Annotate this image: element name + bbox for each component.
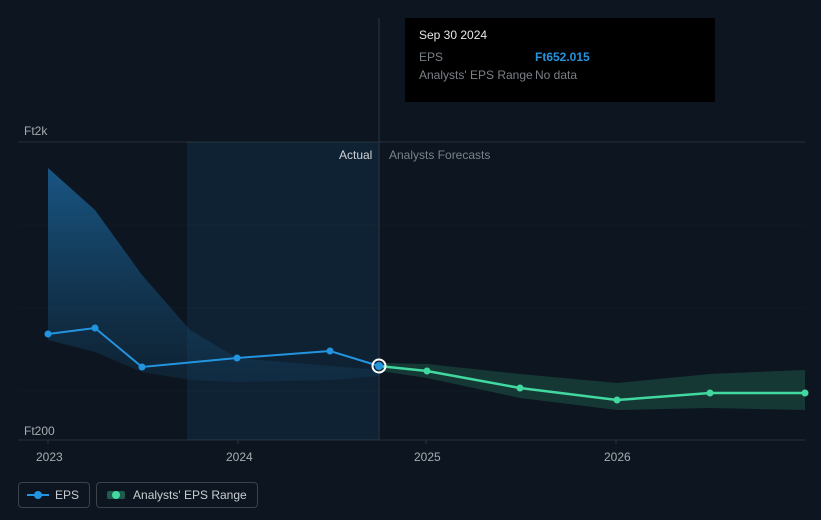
legend-label: EPS (55, 488, 79, 502)
tooltip-row-eps: EPS Ft652.015 (419, 48, 701, 66)
section-label-forecast: Analysts Forecasts (389, 148, 490, 162)
x-tick-2023: 2023 (36, 450, 63, 464)
tooltip-value: No data (535, 68, 577, 82)
tooltip-date: Sep 30 2024 (419, 28, 701, 42)
tooltip-value: Ft652.015 (535, 50, 590, 64)
x-tick-2026: 2026 (604, 450, 631, 464)
eps-chart: Ft2k Ft200 Actual Analysts Forecasts 202… (0, 0, 821, 520)
legend-item-range[interactable]: Analysts' EPS Range (96, 482, 258, 508)
tooltip-label: EPS (419, 50, 535, 64)
legend-swatch-range (107, 491, 125, 499)
y-tick-label-top: Ft2k (24, 124, 47, 138)
y-tick-label-bottom: Ft200 (24, 424, 55, 438)
section-label-actual: Actual (339, 148, 372, 162)
legend-item-eps[interactable]: EPS (18, 482, 90, 508)
tooltip-label: Analysts' EPS Range (419, 68, 535, 82)
x-tick-2024: 2024 (226, 450, 253, 464)
x-tick-2025: 2025 (414, 450, 441, 464)
legend: EPS Analysts' EPS Range (18, 482, 258, 508)
legend-label: Analysts' EPS Range (133, 488, 247, 502)
hover-tooltip: Sep 30 2024 EPS Ft652.015 Analysts' EPS … (405, 18, 715, 102)
legend-swatch-eps (29, 491, 47, 499)
tooltip-row-range: Analysts' EPS Range No data (419, 66, 701, 84)
